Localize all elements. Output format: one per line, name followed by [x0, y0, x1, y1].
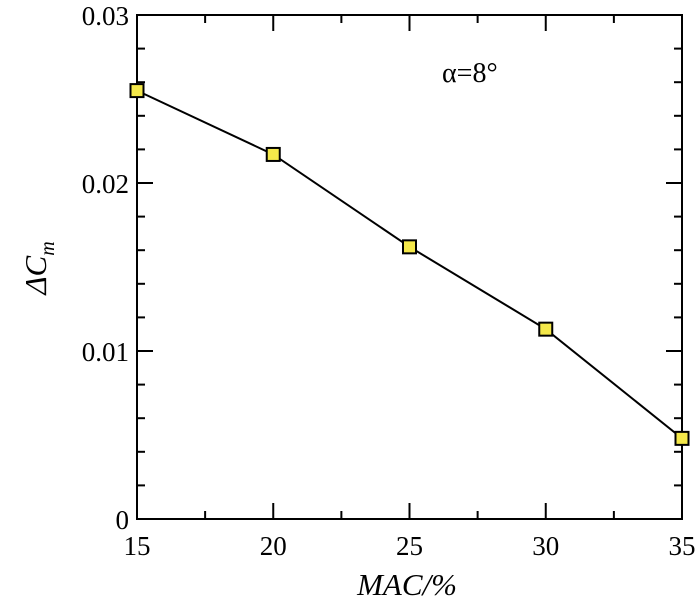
- x-tick-label: 20: [260, 531, 287, 561]
- data-point-marker: [129, 83, 145, 99]
- x-tick-label: 15: [124, 531, 151, 561]
- y-tick-label: 0.02: [82, 169, 129, 199]
- svg-text:ΔCm: ΔCm: [18, 241, 59, 296]
- y-tick-label: 0.03: [82, 1, 129, 31]
- axis-ticks: [136, 14, 683, 520]
- data-point-marker: [538, 321, 554, 337]
- data-point-marker: [674, 430, 690, 446]
- data-point-marker: [402, 239, 417, 255]
- angle-annotation: α=8°: [442, 58, 498, 89]
- series-line: [136, 89, 683, 440]
- y-tick-label: 0.01: [82, 337, 129, 367]
- data-point-marker: [265, 146, 281, 162]
- series-layer: [129, 83, 690, 446]
- y-axis-title: ΔCm: [18, 241, 59, 296]
- y-tick-label: 0: [116, 505, 130, 535]
- x-tick-label: 35: [669, 531, 696, 561]
- y-axis-title-subscript: m: [37, 241, 59, 255]
- y-axis-title-main: ΔC: [18, 255, 53, 296]
- plot-frame: [136, 14, 683, 520]
- x-tick-label: 30: [532, 531, 559, 561]
- x-tick-label: 25: [396, 531, 423, 561]
- tick-labels: 15 20 25 30 35 0 0.01 0.02 0.03: [82, 1, 696, 561]
- x-axis-title: MAC/%: [356, 567, 457, 602]
